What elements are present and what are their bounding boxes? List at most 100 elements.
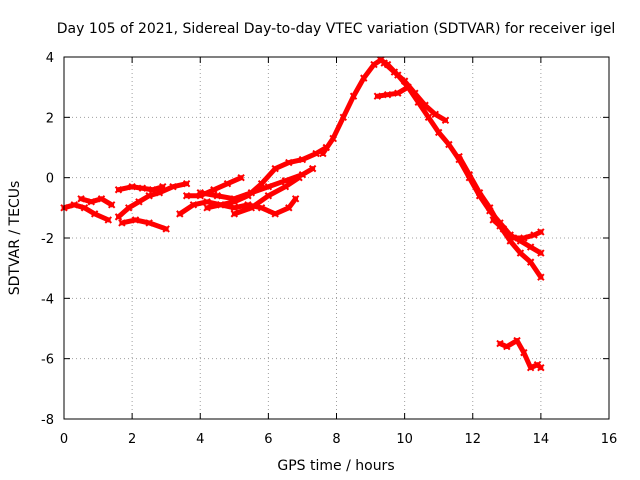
data-point — [145, 192, 153, 200]
data-point — [237, 173, 245, 182]
data-point — [509, 234, 518, 242]
data-point — [513, 336, 521, 345]
series-track-g — [182, 173, 245, 200]
series-track-e — [118, 216, 170, 233]
series-main-track — [319, 56, 545, 257]
data-point — [87, 198, 95, 206]
data-point — [189, 201, 198, 209]
data-point — [520, 234, 528, 242]
data-point — [125, 204, 133, 212]
data-point — [503, 342, 511, 351]
series-track-line — [177, 196, 299, 217]
data-point — [411, 89, 419, 97]
data-point — [489, 216, 497, 224]
data-point — [169, 183, 177, 191]
y-tick-label: -6 — [41, 353, 54, 368]
series-separate-track — [496, 336, 545, 372]
x-tick-label: 2 — [128, 432, 136, 447]
data-point — [114, 186, 123, 194]
data-point — [383, 91, 392, 99]
data-point — [203, 204, 211, 212]
data-point — [431, 110, 439, 119]
series-branch-4 — [373, 83, 412, 100]
data-point — [380, 59, 388, 67]
data-point — [285, 204, 293, 212]
data-point — [203, 198, 211, 206]
data-point — [70, 201, 78, 209]
data-point — [404, 83, 412, 91]
data-point — [97, 195, 106, 203]
data-point — [339, 113, 348, 122]
series-track-line — [78, 196, 115, 208]
data-point — [537, 273, 545, 281]
data-point — [271, 164, 279, 173]
series-track-i — [203, 143, 330, 212]
series-track-line — [320, 57, 544, 256]
data-point — [291, 195, 300, 203]
data-point — [159, 183, 167, 191]
data-point — [135, 198, 143, 206]
data-point — [298, 155, 307, 164]
x-tick-label: 10 — [396, 432, 413, 447]
y-tick-label: -4 — [41, 292, 54, 307]
data-point — [537, 364, 545, 372]
data-point — [107, 201, 116, 209]
data-point — [349, 92, 358, 100]
x-tick-label: 14 — [533, 432, 550, 447]
data-point — [90, 210, 99, 218]
x-tick-label: 12 — [464, 432, 481, 447]
data-point — [319, 149, 327, 158]
x-tick-label: 8 — [332, 432, 340, 447]
data-point — [264, 192, 273, 200]
y-tick-label: 2 — [46, 111, 54, 126]
chart-title: Day 105 of 2021, Sidereal Day-to-day VTE… — [57, 21, 616, 37]
series-track-a — [60, 201, 112, 224]
y-tick-label: -2 — [41, 232, 54, 247]
data-point — [499, 225, 508, 233]
data-point — [182, 179, 191, 188]
y-tick-label: 4 — [46, 51, 54, 66]
data-point — [213, 192, 221, 200]
data-point — [537, 228, 545, 236]
data-point — [465, 170, 474, 179]
data-point — [257, 179, 266, 188]
data-point — [424, 113, 433, 122]
series-track-d — [114, 183, 167, 194]
data-point — [285, 158, 293, 167]
x-tick-label: 16 — [601, 432, 618, 447]
data-point — [520, 348, 528, 357]
data-point — [247, 204, 256, 212]
data-point — [128, 183, 136, 191]
y-axis-label: SDTVAR / TECUs — [7, 181, 23, 296]
data-point — [162, 225, 170, 233]
series-track-b — [77, 195, 116, 209]
data-point — [148, 186, 157, 194]
data-point — [145, 219, 153, 227]
series-track-line — [119, 217, 169, 232]
data-point — [360, 74, 368, 82]
data-point — [244, 192, 252, 200]
data-point — [526, 243, 535, 251]
series-track-j — [230, 173, 303, 218]
data-point — [230, 198, 239, 206]
ticks: 0 2 4 6 8 10 12 14 16 -8 -6 -4 -2 0 2 4 — [41, 51, 617, 447]
data-point — [295, 173, 303, 182]
data-point — [434, 128, 443, 137]
data-point — [104, 216, 112, 224]
data-point — [390, 68, 399, 76]
x-axis-label: GPS time / hours — [277, 458, 394, 474]
data-point — [114, 213, 123, 221]
data-point — [441, 116, 450, 125]
grid — [64, 57, 609, 419]
data-point — [455, 152, 463, 161]
series-branch-3 — [380, 59, 450, 125]
data-point — [131, 216, 140, 224]
data-point — [230, 204, 239, 212]
data-point — [216, 201, 225, 209]
data-point — [370, 60, 378, 69]
data-point — [138, 184, 147, 192]
data-point — [80, 204, 89, 212]
data-point — [223, 179, 232, 188]
data-point — [475, 189, 484, 197]
